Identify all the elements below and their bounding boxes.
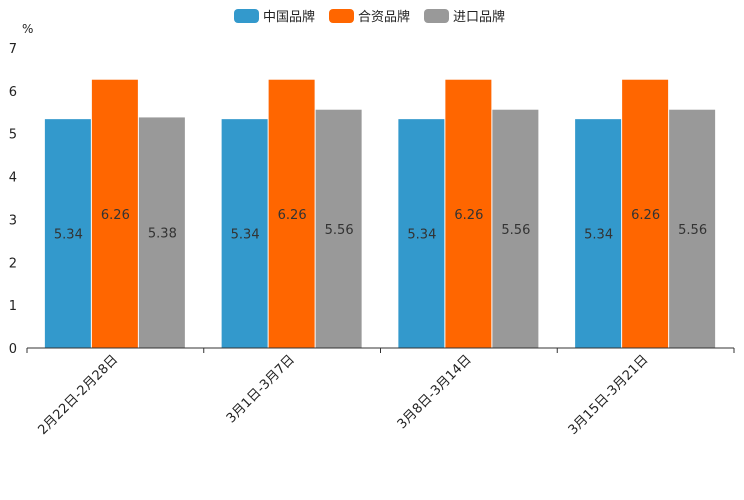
legend-item[interactable]: 合资品牌 (329, 9, 410, 25)
y-axis-unit-label: % (22, 22, 33, 36)
data-label: 5.56 (678, 223, 707, 238)
data-label: 6.26 (101, 208, 130, 223)
legend-swatch (329, 9, 354, 23)
legend-swatch (234, 9, 259, 23)
x-axis: 2月22日-2月28日 3月1日-3月7日 3月8日-3月14日 3月15日-3月21… (26, 347, 735, 438)
legend-label: 中国品牌 (263, 9, 315, 25)
bar (138, 117, 185, 348)
data-label: 5.38 (148, 227, 177, 242)
bar (445, 79, 492, 348)
data-label: 5.56 (325, 223, 354, 238)
data-label: 5.34 (231, 228, 260, 243)
bar (44, 119, 91, 349)
bar (669, 109, 716, 348)
bar (268, 79, 315, 348)
bar (492, 109, 539, 348)
data-label: 5.34 (584, 228, 613, 243)
data-label: 6.26 (278, 208, 307, 223)
bar (398, 119, 445, 349)
legend: 中国品牌 合资品牌 进口品牌 (234, 9, 505, 25)
y-tick-label: 3 (9, 213, 17, 228)
y-tick-label: 2 (9, 256, 17, 271)
legend-swatch (424, 9, 449, 23)
x-tick-label: 2月22日-2月28日 (35, 352, 121, 438)
bar (91, 79, 138, 348)
y-tick-label: 5 (9, 128, 17, 143)
legend-label: 合资品牌 (358, 9, 410, 25)
y-tick-label: 7 (9, 42, 17, 57)
y-tick-label: 0 (9, 342, 17, 357)
bars-group (44, 79, 716, 349)
data-label: 6.26 (454, 208, 483, 223)
y-tick-label: 6 (9, 85, 17, 100)
y-tick-label: 4 (9, 171, 17, 186)
y-axis-ticks: 0 1 2 3 4 5 6 7 (9, 42, 17, 357)
x-tick-label: 3月8日-3月14日 (395, 352, 475, 432)
data-label: 5.34 (54, 228, 83, 243)
legend-item[interactable]: 中国品牌 (234, 9, 315, 25)
data-label: 5.34 (407, 228, 436, 243)
bar (221, 119, 268, 349)
legend-item[interactable]: 进口品牌 (424, 9, 505, 25)
bar (622, 79, 669, 348)
data-labels-group: 5.34 6.26 5.38 5.34 6.26 5.56 5.34 6.26 5.56 5.34… (54, 208, 707, 243)
x-tick-label: 3月1日-3月7日 (224, 352, 298, 426)
legend-label: 进口品牌 (453, 9, 505, 25)
bar (315, 109, 362, 348)
data-label: 5.56 (501, 223, 530, 238)
x-tick-label: 3月15日-3月21日 (566, 352, 652, 438)
data-label: 6.26 (631, 208, 660, 223)
y-tick-label: 1 (9, 299, 17, 314)
bar (575, 119, 622, 349)
